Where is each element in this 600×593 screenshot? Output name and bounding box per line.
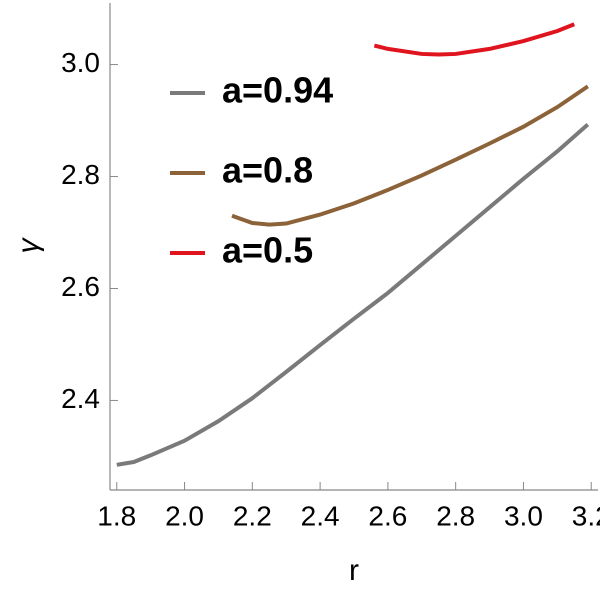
y-tick-label: 2.8 [61,159,100,190]
line [373,22,576,57]
x-tick-label: 1.8 [97,500,136,531]
legend-label: a=0.94 [222,70,333,111]
y-tick-label: 2.4 [61,383,100,414]
line [231,84,589,227]
legend-label: a=0.5 [222,230,313,271]
x-tick-label: 3.2 [572,500,600,531]
y-tick-label: 2.6 [61,271,100,302]
x-axis-label: r [349,554,359,587]
y-axis-label: γ [12,237,45,254]
x-tick-label: 2.6 [368,500,407,531]
x-tick-label: 2.2 [233,500,272,531]
x-tick-label: 2.4 [301,500,340,531]
y-tick-label: 3.0 [61,47,100,78]
x-tick-label: 2.8 [436,500,475,531]
line [116,122,590,467]
x-tick-label: 2.0 [165,500,204,531]
legend-label: a=0.8 [222,150,313,191]
x-tick-label: 3.0 [504,500,543,531]
